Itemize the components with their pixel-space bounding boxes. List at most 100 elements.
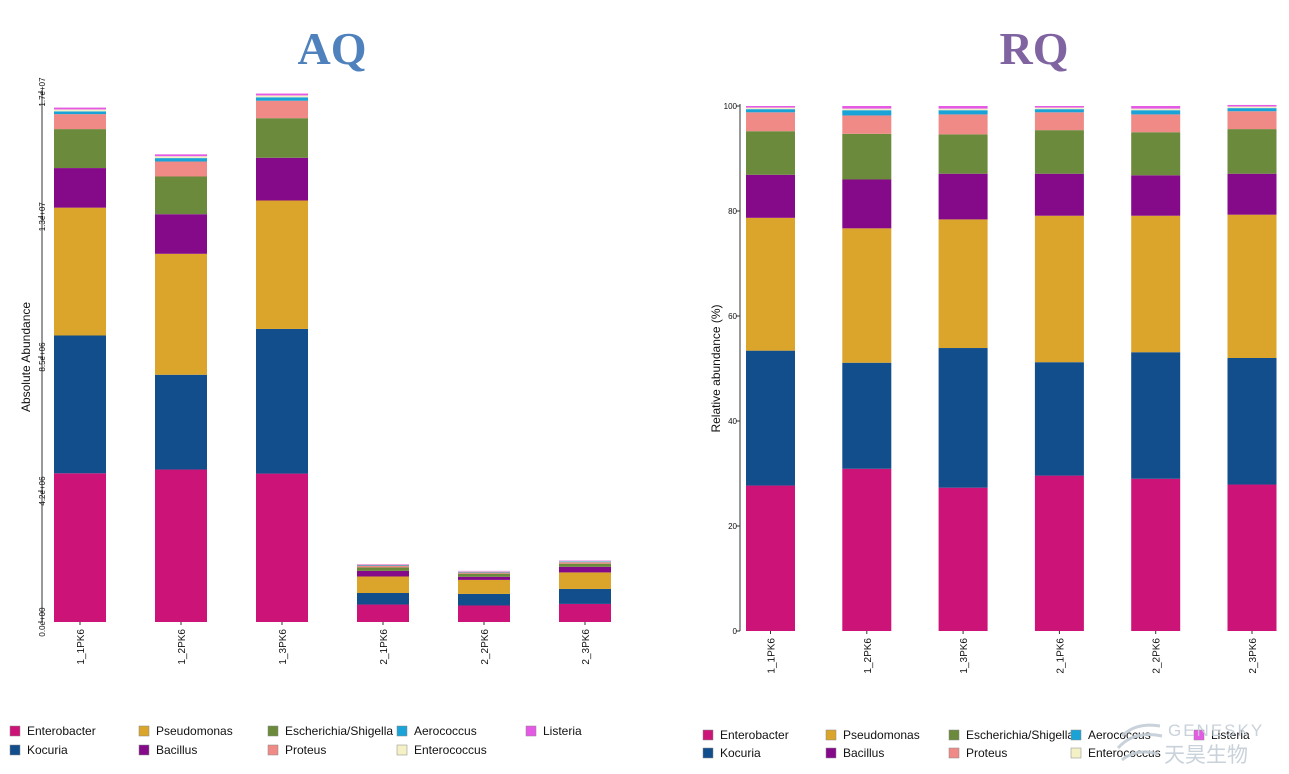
bar-segment-proteus	[155, 161, 207, 177]
legend-swatch	[825, 729, 837, 741]
bar-segment-aerococcus	[1227, 108, 1277, 112]
legend-item-enterobacter: Enterobacter	[9, 724, 96, 738]
watermark-text-en: GENESKY	[1168, 721, 1264, 740]
legend-rq: Enterobacter Pseudomonas Escherichia/Shige…	[702, 728, 1250, 760]
bar-segment-bacillus	[155, 214, 207, 254]
bar-segment-proteus	[1034, 112, 1084, 131]
bar-segment-pseudomonas	[1131, 215, 1181, 353]
legend-swatch	[702, 729, 714, 741]
legend-label: Enterococcus	[414, 743, 487, 757]
bar-segment-kocuria	[357, 593, 409, 605]
legend-label: Aerococcus	[414, 724, 477, 738]
bar-segment-kocuria	[54, 335, 106, 474]
bar-segment-enterococcus	[256, 95, 308, 98]
legend-label: Kocuria	[27, 743, 68, 757]
bar-segment-listeria	[1034, 106, 1084, 108]
legend-swatch	[138, 725, 150, 737]
chart-title: AQ	[298, 23, 367, 74]
bar-segment-listeria	[938, 106, 988, 109]
bar-segment-pseudomonas	[256, 200, 308, 329]
legend-label: Pseudomonas	[843, 728, 920, 742]
bar-segment-bacillus	[842, 179, 892, 229]
legend-label: Escherichia/Shigella	[285, 724, 393, 738]
bar-segment-enterobacter	[256, 473, 308, 622]
legend-swatch	[525, 725, 537, 737]
legend-swatch	[702, 747, 714, 759]
legend-item-pseudomonas: Pseudomonas	[138, 724, 233, 738]
bar-segment-proteus	[458, 572, 510, 574]
legend-label: Kocuria	[720, 746, 761, 760]
legend-item-bacillus: Bacillus	[138, 743, 197, 757]
bar-segment-pseudomonas	[155, 253, 207, 375]
legend-swatch	[1193, 729, 1205, 741]
bar-segment-pseudomonas	[1034, 215, 1084, 363]
bar-segment-listeria	[256, 93, 308, 96]
y-tick-label: 0.0e+00	[38, 607, 47, 637]
legend-label: Proteus	[966, 746, 1007, 760]
x-tick-label: 1_3PK6	[278, 629, 289, 665]
legend-item-proteus: Proteus	[948, 746, 1007, 760]
bar-segment-escherichia-shigella	[938, 134, 988, 174]
x-tick-label: 2_3PK6	[1248, 638, 1259, 674]
legend-item-escherichia-shigella: Escherichia/Shigella	[948, 728, 1074, 742]
chart-rq: RQ 0 20 40 60 80 100 Relative abundance (%) 1_1P…	[709, 23, 1277, 674]
legend-item-enterobacter: Enterobacter	[702, 728, 789, 742]
bar-segment-enterobacter	[54, 473, 106, 622]
bar-segment-pseudomonas	[1227, 214, 1277, 358]
bar-segment-bacillus	[54, 168, 106, 208]
bar-segment-escherichia-shigella	[559, 563, 611, 567]
bar-segment-enterobacter	[938, 487, 988, 631]
bar-segment-listeria	[1227, 104, 1277, 107]
bar-segment-enterococcus	[746, 107, 795, 110]
bar-segment-kocuria	[1227, 358, 1277, 485]
legend-item-escherichia-shigella: Escherichia/Shigella	[267, 724, 393, 738]
legend-item-enterococcus: Enterococcus	[396, 743, 487, 757]
y-tick-label: 20	[728, 522, 737, 531]
legend-swatch	[9, 725, 21, 737]
bar-segment-enterococcus	[559, 561, 611, 562]
legend-swatch	[396, 744, 408, 756]
bar-segment-bacillus	[357, 570, 409, 577]
y-tick-label: 4.2e+06	[38, 476, 47, 506]
x-tick-label: 2_2PK6	[1152, 638, 1163, 674]
legend-swatch	[948, 747, 960, 759]
bar-segment-pseudomonas	[746, 217, 795, 351]
bar-segment-aerococcus	[458, 571, 510, 573]
bar-segment-pseudomonas	[458, 579, 510, 594]
bar-segment-escherichia-shigella	[842, 133, 892, 180]
legend-label: Enterococcus	[1088, 746, 1161, 760]
bar-segment-aerococcus	[54, 111, 106, 115]
bar-segment-escherichia-shigella	[256, 118, 308, 158]
y-tick-label: 40	[728, 417, 737, 426]
bar-segment-enterococcus	[458, 571, 510, 572]
bar-segment-aerococcus	[559, 561, 611, 563]
bar-segment-aerococcus	[842, 110, 892, 116]
x-tick-label: 1_1PK6	[767, 638, 778, 674]
x-tick-label: 2_3PK6	[581, 629, 592, 665]
legend-item-bacillus: Bacillus	[825, 746, 884, 760]
y-tick-label: 8.5e+06	[38, 342, 47, 372]
bar-segment-aerococcus	[1131, 110, 1181, 115]
bar-segment-bacillus	[256, 157, 308, 201]
legend-swatch	[948, 729, 960, 741]
bar-segment-enterobacter	[746, 485, 795, 631]
legend-label: Listeria	[543, 724, 582, 738]
legend-label: Escherichia/Shigella	[966, 728, 1074, 742]
bar-segment-pseudomonas	[842, 228, 892, 363]
legend-swatch	[1070, 747, 1082, 759]
x-tick-label: 1_2PK6	[177, 629, 188, 665]
y-tick-label: 80	[728, 207, 737, 216]
bar-segment-enterococcus	[155, 156, 207, 159]
bar-segment-enterobacter	[357, 604, 409, 622]
bar-segment-enterobacter	[458, 605, 510, 622]
bar-segment-bacillus	[1131, 175, 1181, 216]
bar-segment-escherichia-shigella	[458, 573, 510, 577]
bar-segment-enterobacter	[1131, 478, 1181, 631]
legend-item-kocuria: Kocuria	[9, 743, 68, 757]
watermark-text-cn: 天昊生物	[1164, 743, 1248, 767]
bar-segment-kocuria	[842, 362, 892, 469]
bar-segment-proteus	[256, 100, 308, 119]
bar-segment-enterococcus	[54, 109, 106, 112]
bar-segment-pseudomonas	[559, 572, 611, 589]
